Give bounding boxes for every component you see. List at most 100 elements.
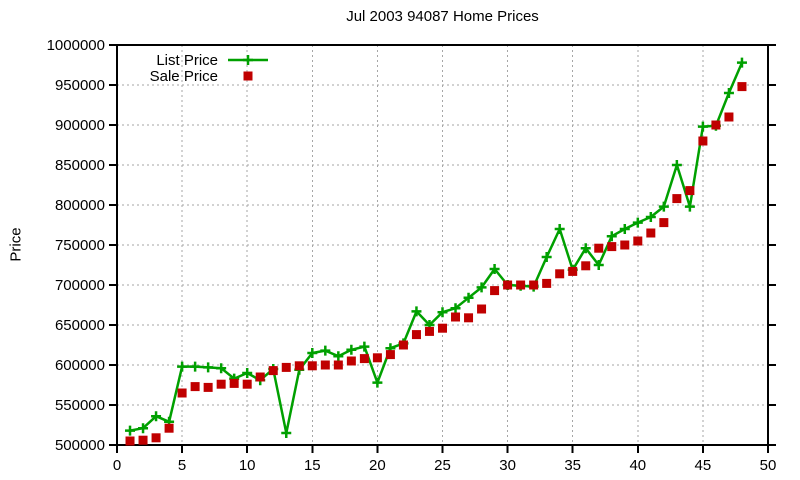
data-point-plus [320,345,331,356]
x-tick-label: 35 [564,457,581,474]
data-point-square [255,372,265,382]
data-point-square [646,228,656,238]
data-point-square [294,361,304,371]
series-line-list-price [129,62,744,435]
x-tick-label: 45 [695,457,712,474]
data-point-square [438,323,447,333]
data-point-square [724,112,734,122]
data-point-plus [476,282,487,293]
data-point-square [164,423,174,433]
y-tick-label: 950000 [55,77,105,94]
data-point-square [216,379,226,389]
data-point-plus [203,362,214,373]
x-tick-label: 5 [178,457,186,474]
y-tick-label: 1000000 [47,37,105,54]
data-point-plus [125,425,136,436]
data-point-square [607,242,617,252]
data-point-square [138,435,148,445]
chart-title: Jul 2003 94087 Home Prices [346,8,539,25]
data-point-plus [658,201,669,212]
data-point-square [555,269,565,279]
data-point-square [503,280,513,290]
legend-label-sale-price: Sale Price [150,68,218,85]
data-point-square [659,218,669,228]
data-point-square [411,330,421,340]
data-point-square [490,286,500,296]
data-point-plus [411,306,422,317]
data-point-square [268,366,278,376]
data-point-square [451,312,461,322]
data-point-plus [463,292,474,303]
data-point-plus [190,361,201,372]
data-point-square [516,280,526,290]
legend-square-sample [243,71,253,81]
data-point-plus [541,252,552,262]
data-point-plus [619,224,630,234]
data-point-square [242,379,252,389]
data-point-plus [580,243,591,254]
data-point-plus [697,121,708,132]
data-point-square [672,194,682,204]
x-tick-label: 30 [499,457,516,474]
y-axis-title: Price [7,227,25,262]
data-point-square [594,243,604,253]
data-point-plus [281,428,292,438]
data-point-plus [346,344,357,355]
data-point-plus [242,368,253,378]
data-point-square [698,136,708,146]
data-point-plus [151,411,162,422]
data-point-square [151,433,161,443]
data-point-plus [372,377,383,388]
x-tick-label: 25 [434,457,451,474]
data-point-square [477,304,487,314]
data-point-square [737,82,747,92]
y-tick-label: 800000 [55,197,105,214]
data-point-square [177,388,187,398]
x-tick-label: 0 [113,457,121,474]
data-point-square [620,240,630,250]
data-point-plus [632,217,643,228]
data-point-square [190,382,200,392]
data-point-plus [138,423,149,434]
data-point-plus [489,264,500,274]
legend-plus-sample [243,55,253,65]
data-point-square [333,360,343,370]
data-point-square [229,378,239,388]
data-point-square [346,356,356,366]
data-point-square [464,313,474,323]
data-point-square [359,354,369,364]
data-point-square [125,436,135,446]
data-point-plus [177,361,188,372]
data-point-plus [307,348,318,358]
data-point-square [581,261,591,271]
data-point-square [633,236,643,246]
data-point-plus [606,231,617,242]
y-tick-label: 550000 [55,397,105,414]
data-point-plus [736,57,747,68]
y-tick-label: 700000 [55,277,105,294]
x-tick-label: 40 [629,457,646,474]
data-point-plus [437,307,448,318]
data-point-plus [593,260,604,270]
x-tick-label: 15 [304,457,321,474]
legend-label-list-price: List Price [156,52,218,69]
y-tick-label: 500000 [55,437,105,454]
data-point-square [320,360,330,370]
x-tick-label: 50 [760,457,777,474]
y-tick-label: 900000 [55,117,105,134]
data-point-plus [723,88,734,98]
data-point-square [685,186,695,196]
data-point-square [711,120,721,130]
data-point-plus [554,224,565,234]
data-point-plus [450,303,461,314]
data-point-square [398,340,408,350]
data-point-square [203,382,213,392]
data-point-square [385,350,395,360]
data-point-plus [359,341,370,352]
data-point-plus [671,160,682,170]
data-point-square [372,353,382,363]
x-tick-label: 20 [369,457,386,474]
data-point-plus [216,363,227,374]
